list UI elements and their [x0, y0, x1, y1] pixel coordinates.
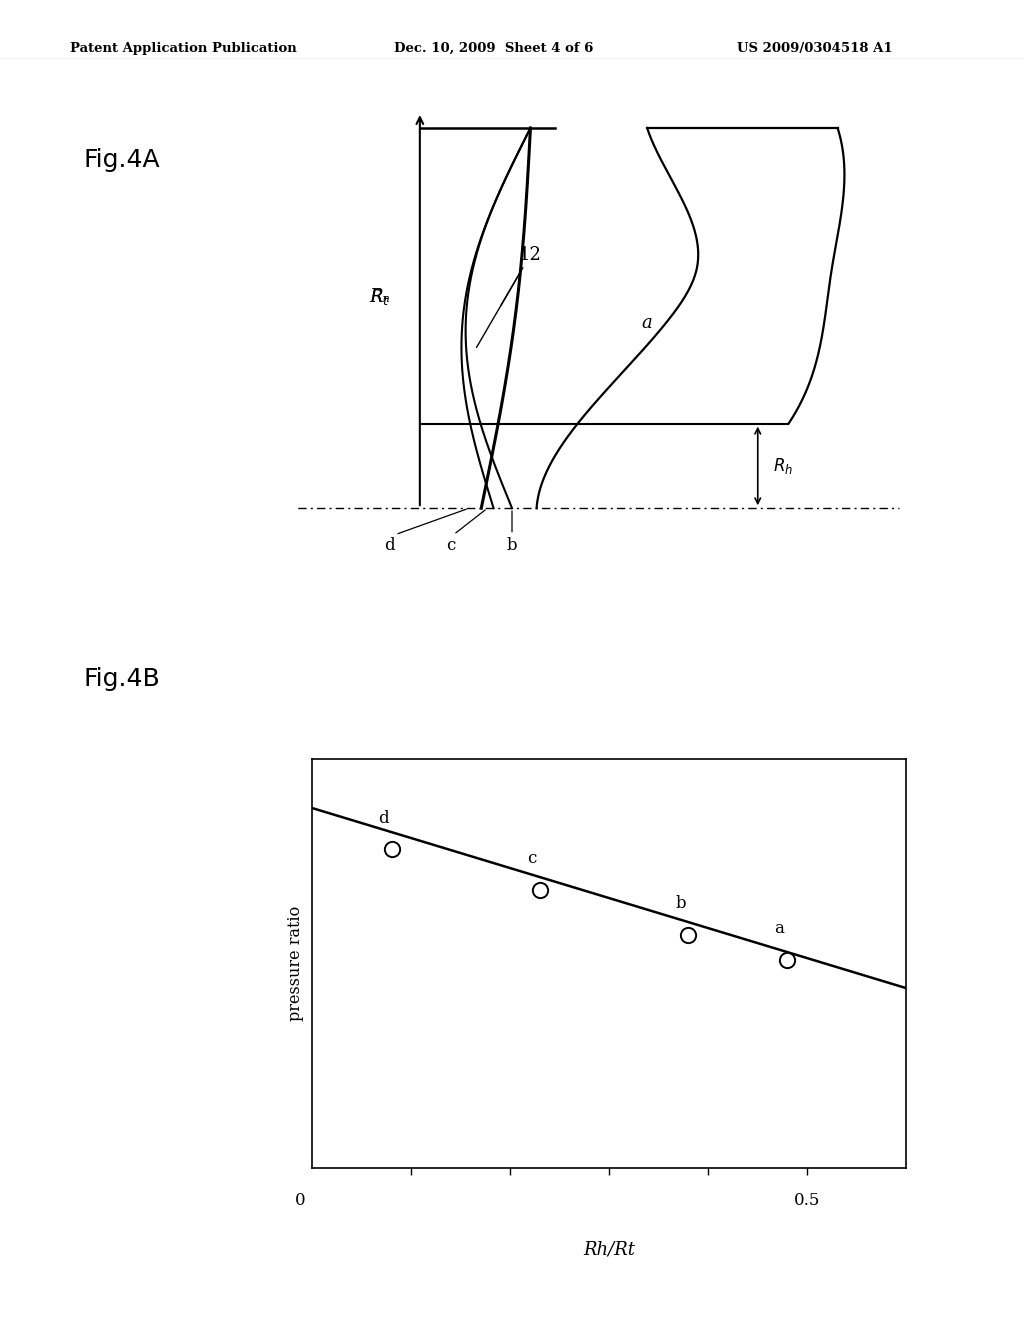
Text: b: b [507, 537, 517, 553]
Text: 0.5: 0.5 [794, 1192, 820, 1209]
Text: b: b [675, 895, 686, 912]
Text: Dec. 10, 2009  Sheet 4 of 6: Dec. 10, 2009 Sheet 4 of 6 [394, 42, 594, 55]
Text: Rₙ: Rₙ [370, 288, 390, 306]
Text: Rh/Rt: Rh/Rt [584, 1241, 635, 1259]
Text: $R_h$: $R_h$ [773, 455, 794, 477]
Text: d: d [378, 809, 389, 826]
Text: d: d [384, 537, 394, 553]
Text: a: a [641, 314, 651, 333]
Text: a: a [774, 920, 784, 937]
Text: 0: 0 [295, 1192, 305, 1209]
Text: Patent Application Publication: Patent Application Publication [70, 42, 296, 55]
Y-axis label: pressure ratio: pressure ratio [287, 906, 304, 1022]
Text: Fig.4B: Fig.4B [84, 667, 161, 690]
Text: c: c [527, 850, 537, 867]
Text: Fig.4A: Fig.4A [84, 148, 161, 172]
Text: c: c [445, 537, 456, 553]
Text: $R_t$: $R_t$ [370, 286, 390, 308]
Text: 12: 12 [519, 246, 542, 264]
Text: US 2009/0304518 A1: US 2009/0304518 A1 [737, 42, 893, 55]
